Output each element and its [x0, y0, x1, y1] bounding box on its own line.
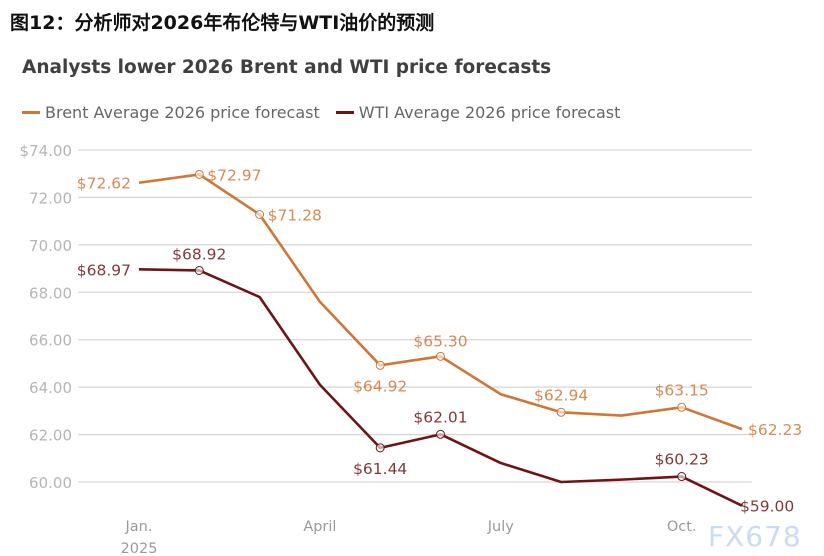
y-tick-label: 64.00	[29, 379, 72, 397]
wti-data-label: $68.92	[172, 245, 226, 263]
brent-point-marker	[677, 402, 687, 412]
brent-point-marker	[375, 360, 385, 370]
watermark: FX678	[708, 520, 802, 553]
brent-data-label: $72.97	[207, 166, 261, 184]
x-tick-label: Jan.	[125, 519, 153, 535]
brent-data-label: $71.28	[268, 207, 322, 225]
wti-point-marker	[194, 265, 204, 275]
brent-line	[138, 173, 743, 431]
chart-title: Analysts lower 2026 Brent and WTI price …	[22, 57, 552, 78]
y-tick-label: 72.00	[29, 189, 72, 207]
legend-label-wti: WTI Average 2026 price forecast	[358, 103, 621, 122]
brent-point-marker	[194, 169, 204, 179]
figure-title: 图12：分析师对2026年布伦特与WTI油价的预测	[10, 12, 435, 34]
wti-data-label: $60.23	[655, 451, 709, 469]
legend-item-wti: WTI Average 2026 price forecast	[335, 103, 621, 122]
x-tick-label: 2025	[121, 541, 158, 556]
y-tick-label: 68.00	[29, 284, 72, 302]
x-tick-label: Oct.	[667, 519, 697, 535]
wti-data-label: $62.01	[413, 408, 467, 426]
x-tick-label: April	[303, 519, 336, 535]
y-tick-label: $74.00	[20, 142, 73, 160]
x-tick-label: July	[487, 519, 514, 535]
legend-swatch-brent	[22, 111, 40, 114]
legend-label-brent: Brent Average 2026 price forecast	[45, 103, 320, 122]
wti-point-marker	[677, 472, 687, 482]
wti-data-label: $59.00	[740, 498, 794, 516]
y-tick-label: 60.00	[29, 474, 72, 492]
brent-data-label: $62.23	[748, 421, 802, 439]
brent-data-label: $65.30	[413, 332, 467, 350]
legend: Brent Average 2026 price forecast WTI Av…	[22, 103, 620, 122]
brent-data-label: $62.94	[534, 386, 588, 404]
brent-data-label: $63.15	[655, 381, 709, 399]
brent-data-label: $72.62	[77, 175, 131, 193]
wti-data-label: $68.97	[77, 261, 131, 279]
wti-point-marker	[436, 429, 445, 439]
y-tick-label: 62.00	[29, 427, 72, 445]
brent-point-marker	[436, 351, 445, 361]
brent-point-marker	[255, 210, 265, 220]
y-tick-label: 70.00	[29, 237, 72, 255]
y-tick-label: 66.00	[29, 332, 72, 350]
brent-point-marker	[556, 407, 566, 417]
wti-point-marker	[375, 443, 385, 453]
brent-data-label: $64.92	[353, 377, 407, 395]
wti-data-label: $61.44	[353, 460, 407, 478]
legend-item-brent: Brent Average 2026 price forecast	[22, 103, 320, 122]
legend-swatch-wti	[335, 111, 354, 114]
